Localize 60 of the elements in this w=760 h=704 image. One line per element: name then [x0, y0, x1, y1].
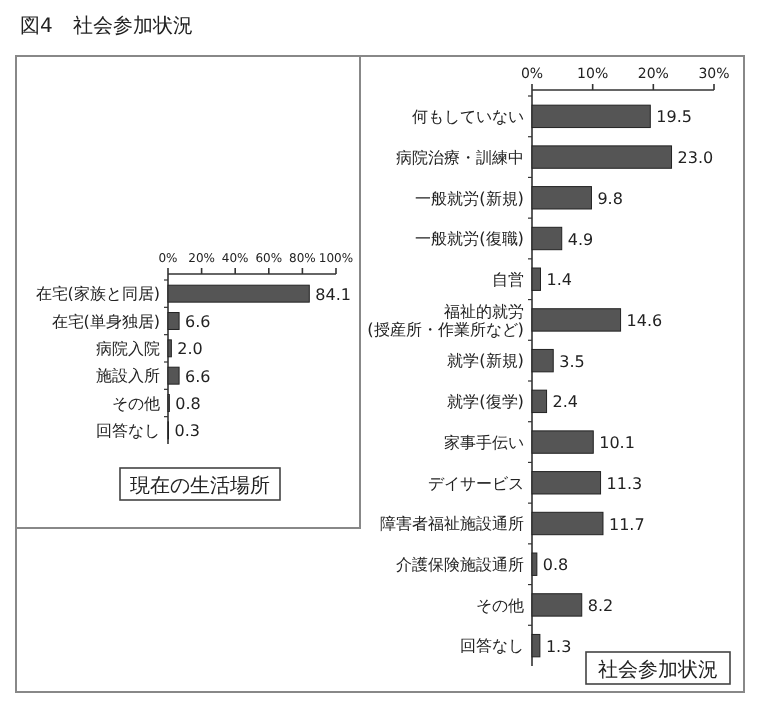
bar [531, 226, 563, 251]
bar [531, 348, 554, 373]
data-label: 2.4 [552, 393, 579, 412]
y-tick-label: 一般就労(新規) [415, 187, 524, 208]
y-tick-label: 在宅(家族と同居) [35, 285, 160, 304]
bar [531, 104, 651, 129]
data-label: 11.3 [606, 474, 643, 493]
y-tick-label: 回答なし [460, 635, 524, 656]
y-tick-label: 病院入院 [96, 339, 160, 358]
bar [531, 471, 602, 495]
y-tick-label: 病院治療・訓練中 [396, 146, 524, 167]
data-label: 23.0 [677, 149, 714, 168]
y-tick-label: 何もしていない [412, 106, 524, 127]
bar [531, 389, 548, 414]
bar [531, 511, 604, 536]
data-label: 1.4 [546, 271, 572, 290]
data-label: 2.0 [177, 340, 203, 359]
y-tick-label: 福祉的就労 (授産所・作業所など) [367, 300, 524, 339]
data-label: 3.5 [559, 352, 585, 371]
data-label: 84.1 [315, 285, 351, 304]
data-label: 0.3 [174, 422, 200, 441]
bar [531, 552, 538, 576]
data-label: 0.8 [175, 395, 201, 413]
data-label: 10.1 [599, 434, 635, 453]
bar [531, 633, 541, 658]
y-tick-label: 介護保険施設通所 [396, 553, 524, 574]
y-tick-label: 障害者福祉施設通所 [380, 513, 524, 534]
y-tick-label: その他 [112, 394, 160, 413]
data-label: 8.2 [587, 596, 614, 615]
bar [531, 593, 583, 617]
y-tick-label: 在宅(単身独居) [51, 312, 160, 331]
data-label: 0.8 [542, 556, 569, 575]
data-label: 19.5 [656, 108, 692, 127]
bar [531, 430, 594, 454]
data-label: 14.6 [626, 311, 663, 330]
y-tick-label: 就学(新規) [447, 350, 524, 371]
y-tick-label: その他 [476, 594, 524, 615]
data-label: 11.7 [608, 515, 645, 534]
y-tick-label: 家事手伝い [444, 431, 524, 452]
bar [167, 284, 310, 303]
bar [531, 308, 622, 332]
bar [167, 366, 180, 385]
data-label: 6.6 [185, 367, 211, 386]
bar [531, 186, 592, 210]
bar [531, 145, 673, 169]
data-label: 4.9 [567, 230, 594, 249]
y-tick-label: 施設入所 [96, 367, 160, 386]
y-tick-label: 就学(復学) [447, 391, 524, 412]
text: 現在の生活場所 [130, 474, 270, 498]
data-label: 9.8 [597, 189, 623, 208]
caption: 図4 社会参加状況 [20, 14, 193, 38]
y-tick-label: 自営 [492, 268, 524, 289]
y-tick-label: 回答なし [96, 421, 160, 440]
y-tick-label: デイサービス [428, 472, 524, 493]
text: 社会参加状況 [598, 658, 718, 682]
data-label: 1.3 [545, 637, 572, 656]
data-label: 6.6 [185, 313, 211, 331]
bar [167, 312, 180, 330]
y-tick-label: 一般就労(復職) [415, 228, 524, 249]
bar [531, 267, 541, 291]
